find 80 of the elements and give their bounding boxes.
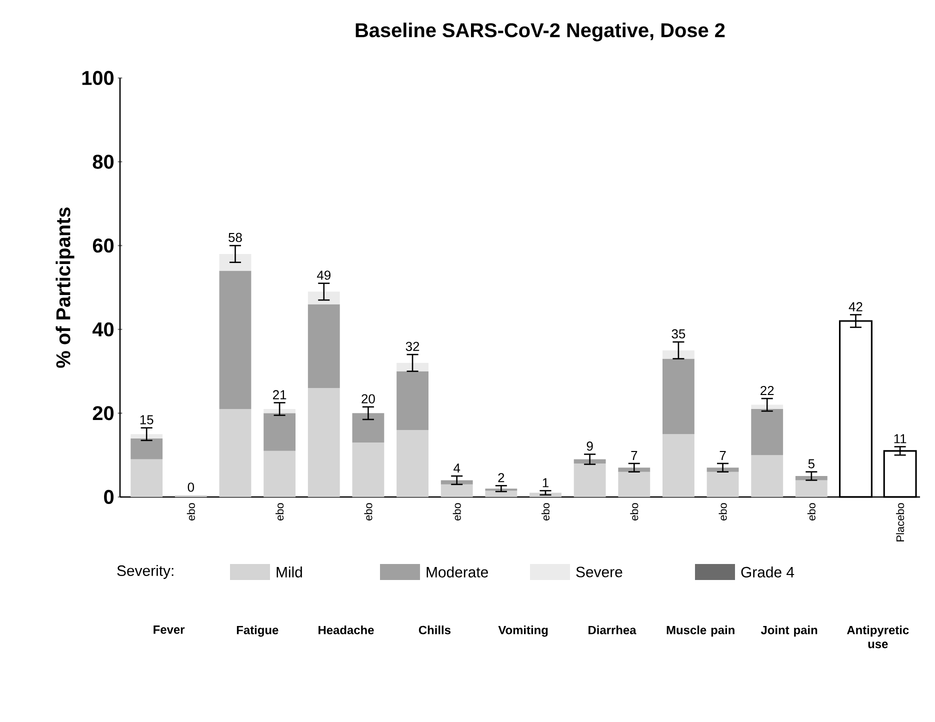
bar: [396, 371, 428, 430]
bar: [352, 442, 384, 497]
bar: [485, 490, 518, 497]
y-tick-label: 0: [104, 490, 114, 504]
total-label: 35: [672, 329, 686, 338]
bar: [219, 254, 252, 271]
x-tick-label: ebo: [541, 503, 550, 520]
total-label: 7: [720, 451, 726, 460]
bar: [662, 434, 694, 497]
total-label: 1: [542, 478, 548, 488]
y-tick-label: 60: [92, 238, 114, 253]
text: Chills: [418, 626, 450, 634]
bar: [130, 434, 163, 438]
total-label: 20: [362, 394, 375, 404]
y-tick-label: 80: [92, 154, 114, 169]
bar: [130, 459, 163, 497]
total-label: 5: [808, 459, 814, 468]
total-label: 49: [316, 270, 330, 280]
bar: [706, 472, 739, 497]
total-label: 32: [406, 342, 420, 351]
bar: [308, 304, 340, 388]
bar: [440, 480, 473, 484]
bar: [751, 455, 784, 497]
bar: [751, 408, 784, 456]
text: Fatigue: [236, 626, 278, 637]
text: Fever: [154, 626, 185, 634]
total-label: 58: [228, 232, 242, 242]
bar: [264, 413, 296, 451]
y-axis-title: % of Participants: [56, 207, 74, 368]
bar: [618, 472, 650, 497]
bar: [396, 430, 428, 497]
bar: [751, 404, 784, 409]
bar: [130, 438, 163, 460]
text: Antipyretic use: [846, 626, 909, 648]
y-tick-label: 40: [92, 322, 114, 336]
total-label: 9: [586, 442, 593, 451]
legend-label: Mild: [276, 566, 302, 578]
x-tick-label: Placebo: [896, 503, 904, 542]
total-label: 2: [498, 473, 504, 482]
y-tick-label: 100: [82, 70, 114, 86]
total-label: 22: [760, 386, 774, 395]
total-label: 42: [848, 302, 862, 312]
y-tick-label: 20: [92, 406, 114, 420]
total-label: 4: [454, 464, 460, 473]
x-tick-label: ebo: [718, 503, 727, 520]
chart-title: Baseline SARS-CoV-2 Negative, Dose 2: [356, 22, 725, 42]
bar: [264, 450, 296, 497]
legend-title: Severity:: [117, 565, 174, 579]
bar: [352, 413, 384, 443]
bar: [308, 292, 340, 304]
bar: [662, 358, 694, 434]
text: Diarrhea: [588, 626, 636, 634]
bar: [440, 484, 473, 497]
bar: [662, 350, 694, 359]
x-tick-label: ebo: [630, 503, 638, 520]
legend-label: Moderate: [426, 566, 488, 578]
bar: [574, 459, 606, 464]
bar: [264, 408, 296, 414]
total-label: 0: [188, 482, 194, 492]
x-tick-label: ebo: [276, 503, 284, 520]
x-tick-label: ebo: [807, 503, 816, 520]
total-label: 21: [273, 390, 286, 400]
bar: [574, 463, 606, 497]
x-tick-label: ebo: [452, 503, 461, 520]
total-label: 7: [631, 451, 638, 460]
bar: [308, 388, 340, 497]
x-tick-label: ebo: [186, 503, 195, 520]
bar: [219, 270, 252, 409]
text: Joint pain: [760, 626, 818, 637]
legend-label: Grade 4: [741, 566, 794, 578]
bar: [219, 408, 252, 497]
bar: [795, 480, 828, 497]
total-label: 15: [140, 415, 154, 424]
bar: [396, 362, 428, 372]
legend-label: Severe: [576, 566, 622, 578]
x-tick-label: ebo: [364, 503, 372, 520]
text: Muscle pain: [666, 626, 734, 637]
text: Vomiting: [498, 626, 548, 637]
text: Headache: [318, 626, 374, 634]
total-label: 11: [894, 434, 906, 444]
